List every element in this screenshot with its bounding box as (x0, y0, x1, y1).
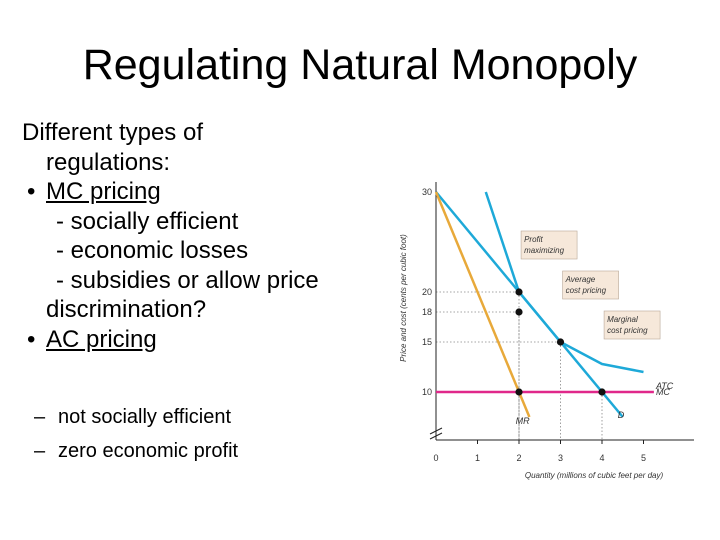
y-tick-label: 30 (422, 187, 432, 197)
y-tick-label: 20 (422, 287, 432, 297)
slide-body: Different types of regulations: • MC pri… (22, 118, 402, 354)
bullet-mc-pricing-text: MC pricing (46, 178, 161, 205)
annotation-text: Profit (524, 235, 543, 244)
mc-point-3: - subsidies or allow price (56, 266, 319, 294)
series-line-mr (434, 191, 531, 418)
slide-title: Regulating Natural Monopoly (82, 41, 638, 89)
x-tick-label: 1 (475, 453, 480, 463)
equilibrium-point-4 (515, 388, 523, 396)
series-label-mr: MR (516, 416, 530, 426)
x-tick-label: 2 (516, 453, 521, 463)
series-label-mc: MC (656, 387, 670, 397)
annotation-text: maximizing (524, 246, 565, 255)
equilibrium-point-3 (556, 338, 565, 346)
annotation-box (603, 310, 661, 340)
axis-break-icon (429, 427, 443, 435)
annotation-text: Marginal (607, 315, 638, 324)
mc-point-2: - economic losses (56, 237, 249, 264)
y-tick-label: 15 (422, 337, 432, 347)
mc-point-3-continued: discrimination? (46, 296, 207, 323)
mc-point-1: - socially efficient (56, 207, 239, 235)
intro-line-2: regulations: (46, 148, 171, 176)
y-tick-label: 18 (422, 307, 432, 317)
series (434, 191, 654, 418)
annotation-text: Average (565, 275, 596, 284)
ac-point-1: – not socially efficient (34, 406, 232, 429)
annotation-text: cost pricing (607, 326, 648, 335)
bullet-ac-pricing: • AC pricing (22, 325, 402, 355)
x-axis-label: Quantity (millions of cubic feet per day… (525, 471, 664, 480)
ac-point-2: – zero economic profit (34, 440, 239, 463)
x-tick-label: 4 (599, 453, 604, 463)
bullet-icon: • (27, 325, 36, 353)
dash-icon: – (34, 440, 46, 462)
equilibrium-point-5 (598, 388, 606, 396)
equilibrium-points (515, 288, 606, 396)
equilibrium-point-2 (515, 308, 523, 316)
bullet-ac-pricing-text: AC pricing (46, 325, 157, 353)
bullet-mc-pricing: • MC pricing (22, 177, 402, 207)
annotation-3: Marginal cost pricing (603, 310, 661, 340)
bullet-icon: • (27, 178, 36, 205)
annotation-box (520, 230, 578, 260)
equilibrium-point-1 (515, 288, 523, 296)
annotation-text: cost pricing (566, 286, 607, 295)
series-label-d: D (618, 410, 625, 420)
annotation-1: Profit maximizing (520, 230, 578, 260)
series-label-atc: ATC (655, 381, 674, 391)
y-axis-label: Price and cost (cents per cubic foot) (399, 234, 408, 362)
annotation-2: Average cost pricing (562, 270, 619, 300)
dash-icon: – (34, 406, 46, 428)
axes (429, 182, 694, 441)
intro-line-1: Different types of (22, 119, 203, 146)
annotation-box (562, 270, 619, 300)
x-tick-label: 5 (641, 453, 646, 463)
y-tick-label: 10 (422, 387, 432, 397)
x-tick-label: 3 (558, 453, 563, 463)
ac-point-1-text: not socially efficient (58, 406, 232, 428)
x-tick-label: 0 (433, 453, 438, 463)
ac-point-2-text: zero economic profit (58, 440, 239, 462)
axis-break-icon (429, 432, 443, 440)
